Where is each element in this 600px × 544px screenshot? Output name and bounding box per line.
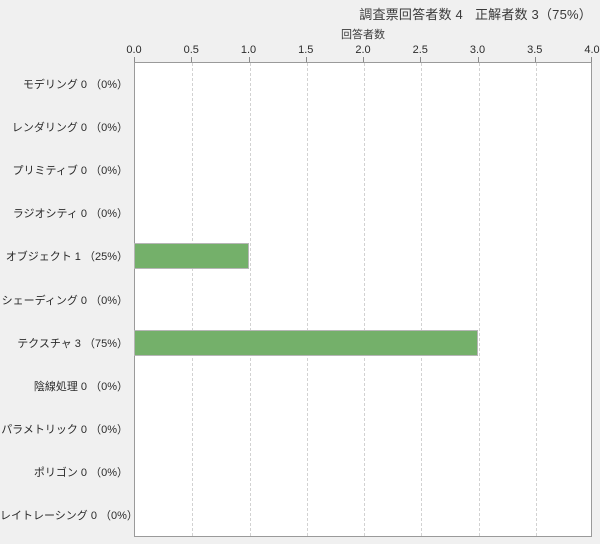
x-tick-label: 0.0 bbox=[126, 44, 142, 56]
bar-row bbox=[134, 114, 592, 140]
x-tick-mark bbox=[591, 57, 592, 62]
x-tick-mark bbox=[534, 57, 536, 62]
bar-row bbox=[134, 502, 592, 528]
gridline bbox=[364, 63, 365, 536]
x-axis-tick-marks bbox=[134, 57, 592, 62]
bar-row bbox=[134, 157, 592, 183]
gridline bbox=[535, 63, 537, 536]
bar-row bbox=[134, 459, 592, 485]
y-category-label: テクスチャ 3 （75%） bbox=[17, 337, 128, 350]
bar[interactable] bbox=[134, 243, 249, 270]
x-tick-label: 2.5 bbox=[412, 44, 428, 56]
y-category-label: 陰線処理 0 （0%） bbox=[33, 380, 128, 393]
y-category-label: ラジオシティ 0 （0%） bbox=[12, 208, 128, 221]
x-tick-mark bbox=[191, 57, 193, 62]
x-tick-mark bbox=[420, 57, 422, 62]
y-category-label: ポリゴン 0 （0%） bbox=[33, 467, 128, 480]
gridline bbox=[192, 63, 194, 536]
x-tick-mark bbox=[363, 57, 364, 62]
x-tick-label: 4.0 bbox=[584, 44, 600, 56]
x-tick-label: 0.5 bbox=[183, 44, 199, 56]
x-tick-mark bbox=[248, 57, 250, 62]
bar-row bbox=[134, 200, 592, 226]
bar-row bbox=[134, 329, 592, 356]
bar-row bbox=[134, 373, 592, 399]
x-axis-tick-labels: 0.0 0.5 1.0 1.5 2.0 2.5 3.0 3.5 4.0 bbox=[126, 44, 599, 58]
correct-count-label: 正解者数 3（75%） bbox=[474, 7, 592, 22]
bar-row bbox=[134, 71, 592, 97]
x-tick-label: 2.0 bbox=[355, 44, 371, 56]
bar-row bbox=[134, 287, 592, 313]
y-category-label: モデリング 0 （0%） bbox=[22, 78, 128, 91]
bar-series bbox=[134, 62, 592, 537]
gridline bbox=[306, 63, 308, 536]
y-category-label: パラメトリック 0 （0%） bbox=[1, 424, 128, 437]
bar[interactable] bbox=[134, 329, 478, 356]
x-tick-label: 3.0 bbox=[469, 44, 486, 56]
y-category-label: プリミティブ 0 （0%） bbox=[12, 164, 128, 177]
x-tick-mark bbox=[477, 57, 479, 62]
gridline bbox=[249, 63, 251, 536]
x-axis-title: 回答者数 bbox=[341, 29, 385, 41]
x-tick-label: 3.5 bbox=[527, 44, 543, 56]
y-category-label: レイトレーシング 0 （0%） bbox=[0, 510, 138, 523]
y-category-label: レンダリング 0 （0%） bbox=[11, 121, 128, 134]
respondent-count-label: 調査票回答者数 4 bbox=[359, 7, 463, 22]
y-category-label: オブジェクト 1 （25%） bbox=[5, 251, 128, 264]
bar-row bbox=[134, 243, 592, 270]
x-tick-label: 1.0 bbox=[240, 44, 257, 56]
x-tick-label: 1.5 bbox=[298, 44, 314, 56]
gridline bbox=[478, 63, 480, 536]
y-category-label: シェーディング 0 （0%） bbox=[1, 294, 128, 307]
x-tick-mark bbox=[134, 57, 135, 62]
gridline bbox=[421, 63, 423, 536]
plot-area bbox=[134, 62, 592, 537]
chart-header: 調査票回答者数 4 正解者数 3（75%） bbox=[0, 4, 592, 23]
x-tick-mark bbox=[305, 57, 307, 62]
y-axis-category-labels: モデリング 0 （0%） レンダリング 0 （0%） プリミティブ 0 （0%） ラジ… bbox=[0, 62, 138, 537]
bar-row bbox=[134, 416, 592, 442]
